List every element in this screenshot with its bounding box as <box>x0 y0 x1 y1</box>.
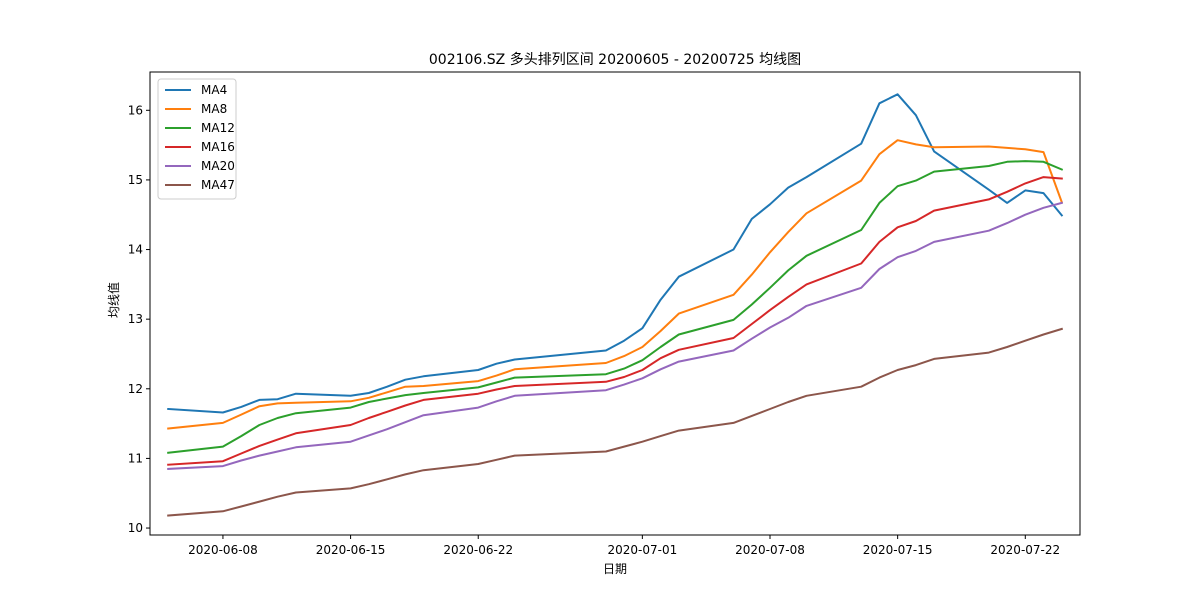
axes: 2020-06-08 2020-06-15 2020-06-22 2020-07-01… <box>128 71 1081 557</box>
y-tick-label: 10 <box>128 521 143 535</box>
legend-label-ma16: MA16 <box>201 140 235 154</box>
chart-title: 002106.SZ 多头排列区间 20200605 - 20200725 均线图 <box>429 51 801 68</box>
series-line-ma16 <box>167 176 1063 466</box>
legend-label-ma8: MA8 <box>201 102 227 116</box>
x-tick-label: 2020-06-22 <box>443 543 513 557</box>
series-line-ma12 <box>167 160 1064 454</box>
legend-label-ma12: MA12 <box>201 121 235 135</box>
x-tick-label: 2020-06-15 <box>316 543 386 557</box>
x-tick-label: 2020-07-08 <box>735 543 805 557</box>
y-tick-label: 14 <box>128 243 143 257</box>
x-axis-label: 日期 <box>603 562 627 576</box>
y-tick-label: 11 <box>128 451 143 465</box>
plot-frame <box>149 71 1081 536</box>
legend-label-ma20: MA20 <box>201 159 235 173</box>
y-tick-label: 15 <box>128 173 143 187</box>
series-line-ma20 <box>167 201 1064 470</box>
series-line-ma47 <box>167 327 1064 517</box>
series-line-ma8 <box>167 139 1064 430</box>
y-tick-label: 12 <box>128 382 143 396</box>
x-tick-label: 2020-06-08 <box>188 543 258 557</box>
x-tick-label: 2020-07-22 <box>990 543 1060 557</box>
legend: MA4 MA8 MA12 MA16 MA20 MA47 <box>157 78 237 200</box>
x-tick-label: 2020-07-15 <box>863 543 933 557</box>
x-tick-label: 2020-07-01 <box>607 543 677 557</box>
plot-area <box>167 93 1064 517</box>
y-tick-label: 16 <box>128 103 143 117</box>
series-line-ma4 <box>167 93 1064 414</box>
y-tick-label: 13 <box>128 312 143 326</box>
y-axis-label: 均线值 <box>106 282 121 318</box>
legend-label-ma4: MA4 <box>201 83 227 97</box>
legend-label-ma47: MA47 <box>201 178 235 192</box>
